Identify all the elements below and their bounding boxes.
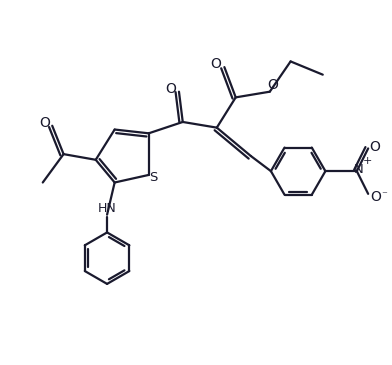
Text: HN: HN xyxy=(98,203,116,215)
Text: O: O xyxy=(267,78,278,92)
Text: +: + xyxy=(363,155,372,166)
Text: S: S xyxy=(149,172,158,184)
Text: O: O xyxy=(39,116,50,130)
Text: N: N xyxy=(354,163,363,176)
Text: O: O xyxy=(211,57,221,71)
Text: O: O xyxy=(165,82,176,96)
Text: ⁻: ⁻ xyxy=(381,191,387,201)
Text: O: O xyxy=(370,139,380,154)
Text: O: O xyxy=(370,190,381,204)
